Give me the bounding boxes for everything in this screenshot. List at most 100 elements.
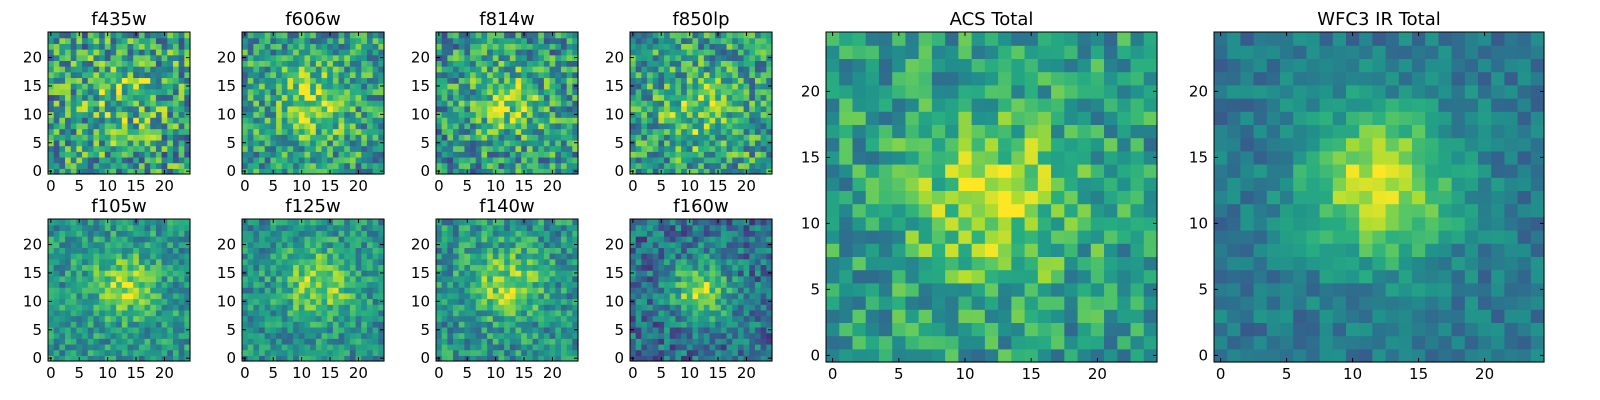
heatmap-cell — [572, 66, 579, 73]
heatmap-cell — [720, 60, 728, 67]
heatmap-cell — [521, 343, 528, 351]
heatmap-cell — [276, 349, 283, 356]
heatmap-cell — [453, 168, 460, 175]
heatmap-cell — [560, 71, 568, 79]
heatmap-cell — [138, 100, 146, 107]
panel-title: f140w — [479, 196, 534, 217]
heatmap-cell — [276, 230, 283, 237]
heatmap-cell — [259, 32, 266, 39]
heatmap-cell — [378, 105, 385, 113]
heatmap-cell — [161, 162, 168, 169]
heatmap-cell — [150, 162, 157, 169]
heatmap-cell — [743, 111, 750, 118]
heatmap-cell — [338, 139, 345, 147]
heatmap-cell — [332, 292, 340, 300]
heatmap-cell — [144, 230, 151, 237]
heatmap-cell — [110, 32, 117, 39]
heatmap-cell — [53, 134, 60, 141]
heatmap-cell — [372, 349, 379, 356]
heatmap-cell — [355, 287, 362, 294]
heatmap-cell — [178, 66, 185, 73]
heatmap-cell — [178, 54, 185, 61]
heatmap-cell — [178, 236, 185, 243]
heatmap-cell — [338, 236, 345, 243]
heatmap-cell — [635, 355, 642, 362]
heatmap-cell — [509, 264, 517, 271]
heatmap-cell — [247, 168, 254, 175]
heatmap-cell — [264, 292, 271, 300]
heatmap-cell — [104, 253, 112, 260]
heatmap-cell — [242, 88, 249, 96]
heatmap-cell — [259, 326, 266, 334]
heatmap-cell — [555, 60, 562, 67]
heatmap-cell — [304, 241, 311, 248]
heatmap-cell — [116, 230, 123, 237]
heatmap-cell — [247, 88, 254, 96]
heatmap-cell — [366, 37, 374, 44]
y-tick-label: 0 — [32, 349, 42, 367]
y-tick-label: 20 — [23, 236, 42, 254]
heatmap-cell — [59, 145, 66, 152]
heatmap-cell — [737, 49, 745, 56]
heatmap-cell — [641, 32, 648, 39]
heatmap-cell — [453, 71, 460, 79]
heatmap-cell — [526, 349, 534, 356]
heatmap-cell — [726, 332, 733, 339]
heatmap-cell — [104, 236, 112, 243]
heatmap-cell — [293, 264, 300, 271]
heatmap-cell — [276, 77, 283, 84]
heatmap-cell — [167, 355, 174, 362]
heatmap-cell — [332, 162, 340, 169]
heatmap-cell — [76, 281, 83, 288]
heatmap-cell — [664, 349, 671, 356]
heatmap-cell — [315, 355, 323, 362]
heatmap-cell — [720, 281, 728, 288]
heatmap-cell — [378, 100, 385, 107]
heatmap-cell — [675, 54, 682, 61]
heatmap-cell — [59, 236, 66, 243]
heatmap-cell — [543, 66, 551, 73]
heatmap-cell — [99, 168, 106, 175]
heatmap-cell — [703, 298, 711, 305]
heatmap-cell — [161, 309, 168, 317]
heatmap-cell — [144, 156, 151, 164]
y-tick-label: 0 — [226, 162, 236, 180]
heatmap-cell — [366, 134, 374, 141]
heatmap-cell — [116, 264, 123, 271]
heatmap-cell — [630, 321, 637, 328]
heatmap-cell — [133, 270, 140, 277]
heatmap-cell — [703, 60, 711, 67]
heatmap-cell — [566, 241, 573, 248]
heatmap-cell — [470, 326, 477, 334]
heatmap-cell — [76, 49, 83, 56]
heatmap-cell — [87, 139, 95, 147]
heatmap-cell — [743, 122, 750, 130]
heatmap-cell — [321, 94, 328, 101]
heatmap-cell — [504, 270, 511, 277]
heatmap-cell — [264, 71, 271, 79]
heatmap-cell — [543, 224, 551, 231]
heatmap-cell — [664, 309, 671, 317]
heatmap-cell — [686, 117, 694, 124]
heatmap-cell — [355, 83, 362, 90]
heatmap-cell — [686, 304, 694, 311]
heatmap-cell — [749, 321, 756, 328]
heatmap-cell — [59, 332, 66, 339]
heatmap-cell — [664, 49, 671, 56]
heatmap-cell — [572, 304, 579, 311]
heatmap-cell — [641, 349, 648, 356]
heatmap-cell — [65, 111, 72, 118]
heatmap-cell — [332, 43, 340, 50]
heatmap-cell — [70, 298, 77, 305]
heatmap-cell — [87, 270, 95, 277]
heatmap-cell — [754, 60, 762, 67]
heatmap-cell — [276, 151, 283, 158]
heatmap-cell — [566, 117, 573, 124]
heatmap-cell — [737, 111, 745, 118]
heatmap-cell — [686, 100, 694, 107]
heatmap-cell — [242, 258, 249, 266]
heatmap-cell — [526, 156, 534, 164]
heatmap-cell — [692, 315, 699, 322]
heatmap-cell — [436, 128, 443, 135]
heatmap-cell — [310, 168, 317, 175]
